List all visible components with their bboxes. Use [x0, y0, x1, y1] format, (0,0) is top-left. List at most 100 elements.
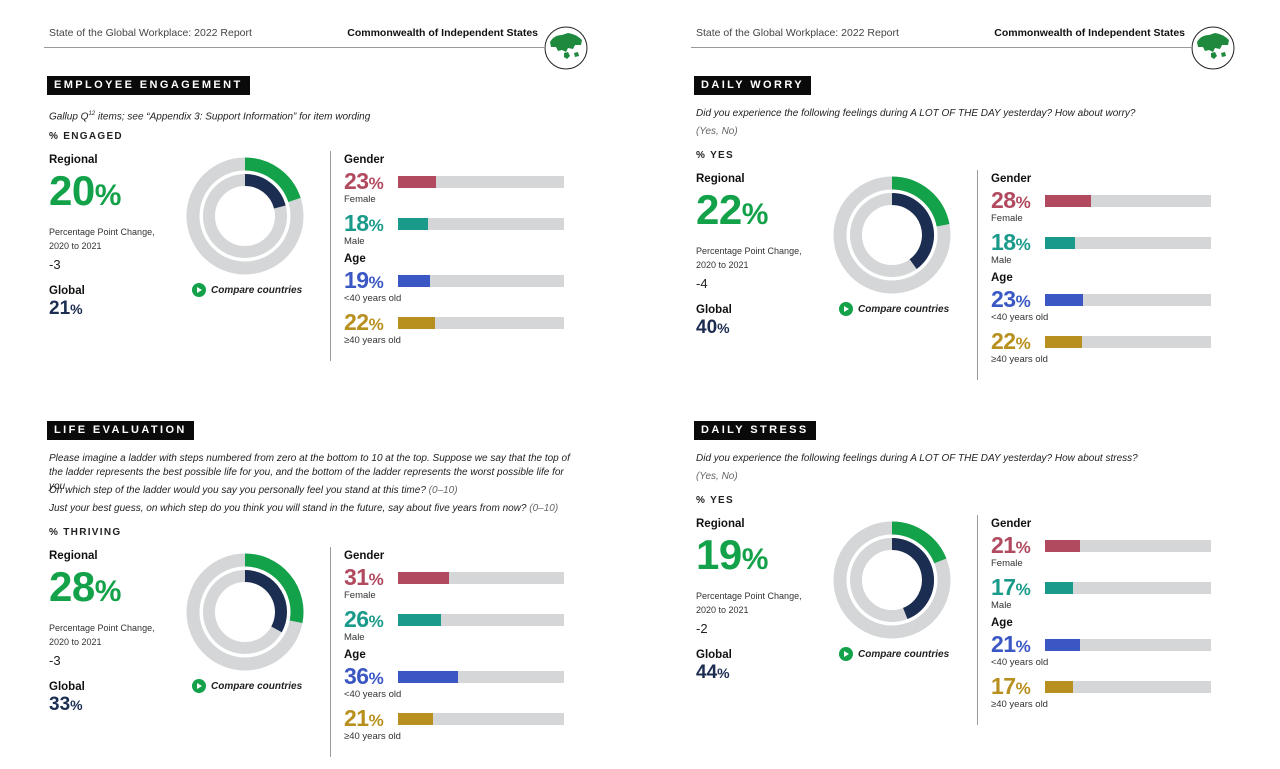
male-label: Male [344, 236, 365, 247]
male-row: 26% Male [344, 606, 574, 648]
age-heading: Age [991, 617, 1013, 629]
regional-label: Regional [696, 518, 745, 530]
header-divider [691, 47, 1191, 48]
under40-bar [1045, 639, 1080, 651]
under40-value: 23% [991, 286, 1031, 312]
under40-bar [1045, 294, 1084, 306]
region-name: Commonwealth of Independent States [994, 27, 1185, 39]
donut-chart [186, 157, 304, 275]
male-bar [1045, 237, 1075, 249]
section-tag: EMPLOYEE ENGAGEMENT [47, 76, 250, 95]
regional-label: Regional [49, 550, 98, 562]
ppc-label: Percentage Point Change, 2020 to 2021 [696, 591, 802, 615]
demographics-panel: Gender 31% Female 26% Male Age 36% <40 y… [344, 550, 574, 747]
female-bar [398, 176, 437, 188]
ppc-value: -3 [49, 257, 61, 272]
globe-eurasia-icon [544, 26, 588, 70]
male-value: 17% [991, 574, 1031, 600]
male-value: 18% [991, 229, 1031, 255]
gender-heading: Gender [991, 518, 1032, 530]
over40-label: ≥40 years old [991, 354, 1048, 365]
female-bar-track [1045, 195, 1211, 207]
under40-value: 36% [344, 663, 384, 689]
under40-label: <40 years old [344, 689, 402, 700]
over40-bar [1045, 681, 1074, 693]
gender-heading: Gender [344, 550, 385, 562]
over40-row: 22% ≥40 years old [344, 309, 574, 351]
female-value: 28% [991, 187, 1031, 213]
column-divider [330, 547, 331, 757]
play-icon [192, 283, 206, 297]
answer-options: (Yes, No) [696, 471, 738, 482]
female-value: 23% [344, 168, 384, 194]
global-value: 40% [696, 317, 730, 338]
column-divider [977, 170, 978, 380]
over40-bar [398, 713, 433, 725]
global-label: Global [49, 285, 85, 297]
male-row: 17% Male [991, 574, 1221, 616]
report-title: State of the Global Workplace: 2022 Repo… [696, 27, 899, 39]
age-heading: Age [344, 649, 366, 661]
under40-bar-track [398, 671, 564, 683]
under40-row: 19% <40 years old [344, 267, 574, 309]
age-heading: Age [991, 272, 1013, 284]
compare-countries-link[interactable]: Compare countries [192, 283, 302, 297]
over40-row: 22% ≥40 years old [991, 328, 1221, 370]
under40-row: 23% <40 years old [991, 286, 1221, 328]
female-label: Female [344, 590, 376, 601]
over40-bar-track [398, 713, 564, 725]
regional-stats: Regional 22% Percentage Point Change, 202… [696, 173, 826, 339]
over40-label: ≥40 years old [344, 731, 401, 742]
section-tag: LIFE EVALUATION [47, 421, 194, 440]
female-label: Female [991, 558, 1023, 569]
over40-row: 21% ≥40 years old [344, 705, 574, 747]
male-bar-track [398, 614, 564, 626]
global-ring-arc [244, 174, 286, 209]
male-bar [398, 614, 442, 626]
age-heading: Age [344, 253, 366, 265]
female-label: Female [991, 213, 1023, 224]
compare-countries-link[interactable]: Compare countries [192, 679, 302, 693]
left-page: State of the Global Workplace: 2022 Repo… [0, 0, 600, 769]
regional-label: Regional [696, 173, 745, 185]
male-bar [1045, 582, 1074, 594]
question-text: Please imagine a ladder with steps numbe… [49, 453, 570, 492]
under40-label: <40 years old [344, 293, 402, 304]
under40-label: <40 years old [991, 657, 1049, 668]
question-text-3: Just your best guess, on which step do y… [49, 503, 559, 514]
male-bar-track [1045, 237, 1211, 249]
global-label: Global [49, 681, 85, 693]
global-label: Global [696, 649, 732, 661]
global-ring-arc [244, 570, 287, 633]
male-value: 26% [344, 606, 384, 632]
over40-bar-track [398, 317, 564, 329]
ring-separator [199, 170, 291, 262]
ring-separator [846, 189, 938, 281]
ppc-label: Percentage Point Change, 2020 to 2021 [49, 227, 155, 251]
section-tag: DAILY WORRY [694, 76, 812, 95]
column-divider [977, 515, 978, 725]
ppc-value: -2 [696, 621, 708, 636]
over40-value: 22% [344, 309, 384, 335]
compare-countries-link[interactable]: Compare countries [839, 302, 949, 316]
demographics-panel: Gender 23% Female 18% Male Age 19% <40 y… [344, 154, 574, 351]
regional-ring-arc [891, 176, 950, 227]
regional-ring-arc [244, 553, 304, 623]
regional-value: 28% [49, 563, 121, 610]
question-text-2: On which step of the ladder would you sa… [49, 485, 458, 496]
gender-heading: Gender [991, 173, 1032, 185]
global-label: Global [696, 304, 732, 316]
male-bar [398, 218, 428, 230]
compare-countries-link[interactable]: Compare countries [839, 647, 949, 661]
under40-bar [398, 275, 430, 287]
question-text: Did you experience the following feeling… [696, 108, 1136, 119]
header-divider [44, 47, 544, 48]
under40-bar-track [1045, 294, 1211, 306]
regional-value: 22% [696, 186, 768, 233]
male-bar-track [1045, 582, 1211, 594]
regional-stats: Regional 20% Percentage Point Change, 202… [49, 154, 179, 320]
regional-stats: Regional 28% Percentage Point Change, 202… [49, 550, 179, 716]
female-value: 21% [991, 532, 1031, 558]
over40-row: 17% ≥40 years old [991, 673, 1221, 715]
under40-label: <40 years old [991, 312, 1049, 323]
